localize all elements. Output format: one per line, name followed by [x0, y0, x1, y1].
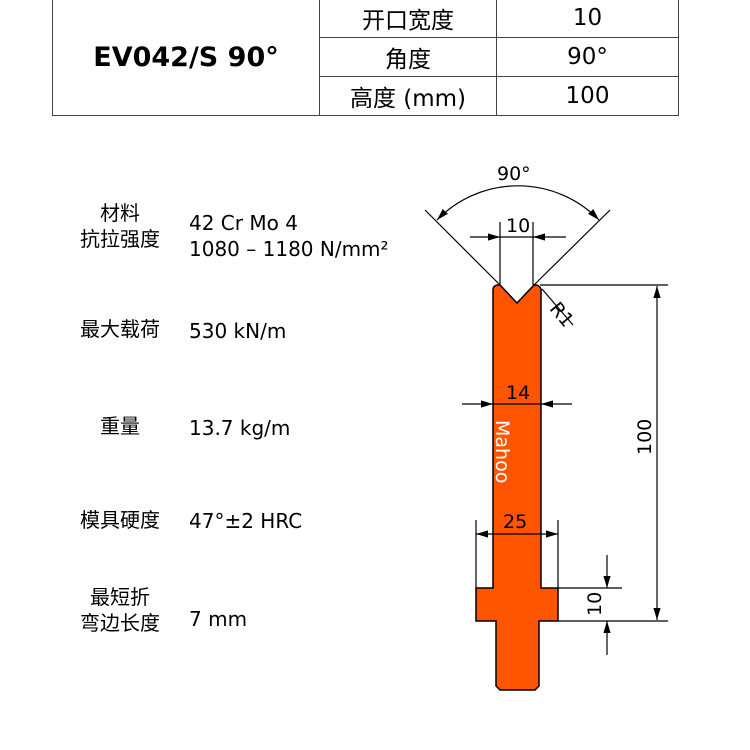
width-label: 14: [506, 382, 530, 404]
height-label: 100: [634, 419, 656, 455]
die-profile: [475, 284, 559, 691]
value-hardness: 47°±2 HRC: [189, 509, 303, 533]
brand-watermark: Mahoo: [491, 420, 513, 483]
shoulder-label: 25: [503, 511, 527, 533]
opening-label: 10: [506, 215, 530, 237]
angle-label: 90°: [497, 163, 531, 185]
label-min-flange: 最短折 弯边长度: [80, 585, 160, 635]
label-material: 材料: [100, 201, 140, 225]
model-name: EV042/S 90°: [52, 0, 320, 116]
value-angle: 90°: [496, 37, 679, 77]
label-opening: 开口宽度: [319, 0, 497, 38]
flange-label: 10: [584, 592, 606, 616]
label-hardness: 模具硬度: [80, 508, 160, 532]
value-min-flange: 7 mm: [189, 607, 248, 631]
value-material: 42 Cr Mo 4: [189, 211, 298, 235]
label-tensile: 抗拉强度: [80, 227, 160, 251]
label-max-load: 最大载荷: [80, 317, 160, 341]
value-max-load: 530 kN/m: [189, 319, 287, 343]
label-weight: 重量: [100, 414, 140, 438]
value-height: 100: [496, 76, 679, 116]
label-height: 高度 (mm): [319, 76, 497, 116]
spec-table: EV042/S 90° 开口宽度 10 角度 90° 高度 (mm) 100: [52, 0, 679, 116]
value-opening: 10: [496, 0, 679, 38]
radius-label: R1: [545, 298, 578, 332]
value-tensile: 1080 – 1180 N/mm²: [189, 237, 389, 261]
value-weight: 13.7 kg/m: [189, 416, 291, 440]
